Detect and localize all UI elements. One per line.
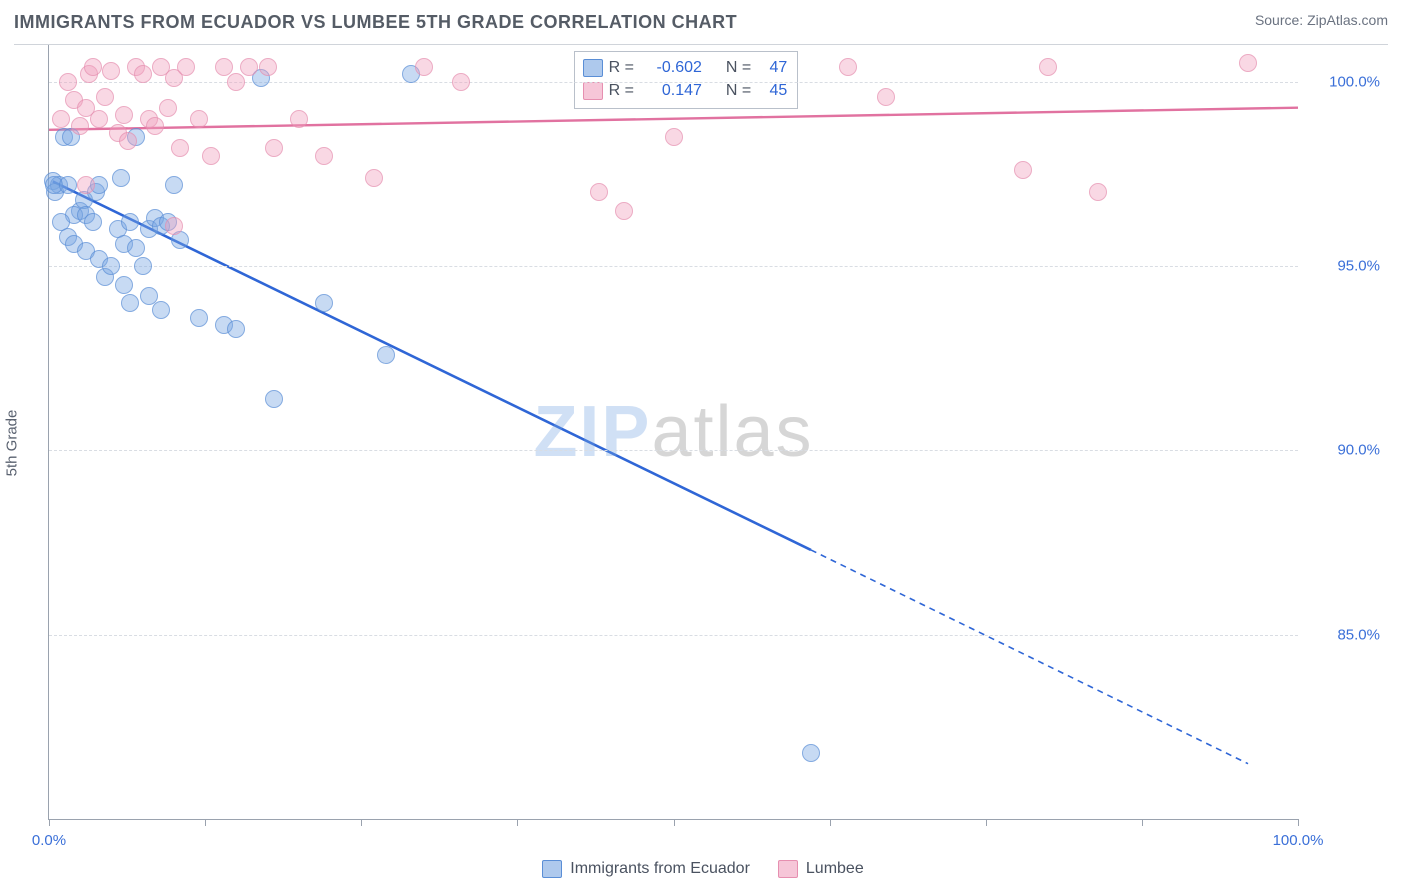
x-tick	[361, 819, 362, 826]
scatter-point-ecuador	[802, 744, 820, 762]
scatter-point-ecuador	[377, 346, 395, 364]
scatter-point-ecuador	[265, 390, 283, 408]
R-value: -0.602	[640, 56, 702, 79]
scatter-point-lumbee	[877, 88, 895, 106]
x-tick	[1298, 819, 1299, 826]
x-tick	[1142, 819, 1143, 826]
plot-area: ZIPatlas R =-0.602N =47R =0.147N =45 85.…	[48, 45, 1298, 820]
scatter-point-lumbee	[590, 183, 608, 201]
y-tick-label: 95.0%	[1304, 258, 1380, 275]
x-tick	[986, 819, 987, 826]
legend-label-lumbee: Lumbee	[806, 860, 864, 878]
scatter-point-lumbee	[290, 110, 308, 128]
scatter-point-ecuador	[59, 176, 77, 194]
scatter-point-ecuador	[190, 309, 208, 327]
scatter-point-ecuador	[121, 213, 139, 231]
scatter-point-lumbee	[452, 73, 470, 91]
legend-item-ecuador: Immigrants from Ecuador	[542, 860, 750, 878]
R-label: R =	[609, 56, 634, 79]
scatter-point-ecuador	[115, 276, 133, 294]
source-label: Source:	[1255, 12, 1303, 28]
scatter-point-ecuador	[84, 213, 102, 231]
scatter-point-lumbee	[615, 202, 633, 220]
x-tick	[674, 819, 675, 826]
x-tick-label: 0.0%	[32, 832, 66, 849]
source-attr: Source: ZipAtlas.com	[1255, 12, 1388, 28]
x-tick	[49, 819, 50, 826]
scatter-point-lumbee	[240, 58, 258, 76]
stats-row: R = -0.602 N = 47	[583, 56, 788, 79]
stats-swatch	[583, 59, 603, 77]
scatter-point-lumbee	[159, 99, 177, 117]
scatter-point-lumbee	[315, 147, 333, 165]
gridline	[49, 450, 1298, 451]
legend-swatch-blue	[542, 860, 562, 878]
scatter-point-ecuador	[112, 169, 130, 187]
y-tick-label: 90.0%	[1304, 442, 1380, 459]
scatter-point-lumbee	[365, 169, 383, 187]
N-value: 47	[757, 56, 787, 79]
bottom-legend: Immigrants from Ecuador Lumbee	[0, 860, 1406, 878]
y-axis-label: 5th Grade	[4, 409, 21, 476]
gridline	[49, 266, 1298, 267]
scatter-point-lumbee	[190, 110, 208, 128]
scatter-point-lumbee	[415, 58, 433, 76]
scatter-point-lumbee	[90, 110, 108, 128]
scatter-point-lumbee	[115, 106, 133, 124]
legend-swatch-pink	[778, 860, 798, 878]
x-tick	[517, 819, 518, 826]
source-name: ZipAtlas.com	[1307, 12, 1388, 28]
x-tick-label: 100.0%	[1273, 832, 1324, 849]
scatter-point-ecuador	[165, 176, 183, 194]
trend-lines-layer	[49, 45, 1298, 819]
x-tick	[205, 819, 206, 826]
chart-container: 5th Grade ZIPatlas R =-0.602N =47R =0.14…	[14, 44, 1388, 840]
stats-legend-box: R =-0.602N =47R =0.147N =45	[574, 51, 799, 109]
scatter-point-lumbee	[215, 58, 233, 76]
legend-item-lumbee: Lumbee	[778, 860, 864, 878]
scatter-point-lumbee	[265, 139, 283, 157]
scatter-point-ecuador	[134, 257, 152, 275]
scatter-point-lumbee	[96, 88, 114, 106]
N-label: N =	[726, 56, 751, 79]
scatter-point-lumbee	[119, 132, 137, 150]
scatter-point-lumbee	[165, 217, 183, 235]
legend-label-ecuador: Immigrants from Ecuador	[570, 860, 750, 878]
y-tick-label: 100.0%	[1304, 73, 1380, 90]
scatter-point-lumbee	[259, 58, 277, 76]
scatter-point-ecuador	[315, 294, 333, 312]
scatter-point-lumbee	[202, 147, 220, 165]
gridline	[49, 635, 1298, 636]
y-tick-label: 85.0%	[1304, 626, 1380, 643]
scatter-point-lumbee	[59, 73, 77, 91]
x-tick	[830, 819, 831, 826]
scatter-point-lumbee	[84, 58, 102, 76]
stats-swatch	[583, 82, 603, 100]
chart-title: IMMIGRANTS FROM ECUADOR VS LUMBEE 5TH GR…	[14, 12, 737, 33]
scatter-point-lumbee	[665, 128, 683, 146]
